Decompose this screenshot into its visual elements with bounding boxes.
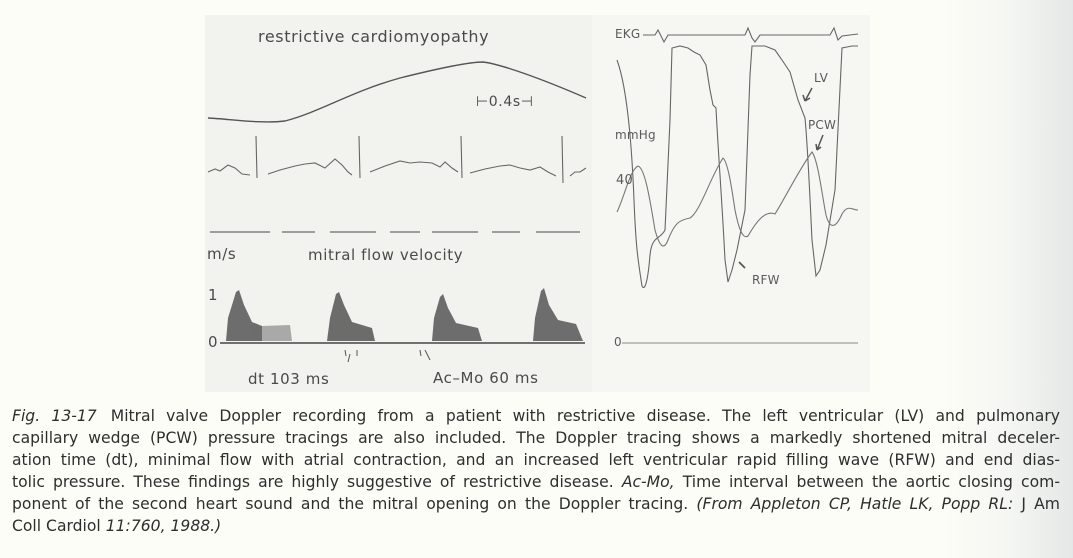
time-scale-bar: ⊢0.4s⊣	[476, 94, 534, 110]
y-tick-0: 0	[208, 333, 219, 351]
dt-markers	[344, 349, 431, 363]
figure-number: Fig. 13-17	[12, 407, 97, 425]
pcw-arrow	[815, 134, 824, 151]
caption-line-5: ponent of the second heart sound and the…	[12, 495, 1060, 513]
dt-annotation: dt 103 ms	[248, 370, 330, 388]
caption-line-3: ation time (dt), minimal flow with atria…	[12, 451, 1060, 469]
citation-authors: (From Appleton CP, Hatle LK, Popp RL:	[696, 495, 1014, 513]
pulse-curve	[207, 61, 587, 123]
ekg-trace	[643, 26, 859, 44]
rfw-arrow	[738, 261, 746, 269]
caption-line-6: Coll Cardiol 11:760, 1988.)	[12, 517, 222, 535]
mmhg-label: mmHg	[615, 128, 656, 142]
caption-line-2: capillary wedge (PCW) pressure tracings …	[12, 429, 1060, 447]
pcw-label: PCW	[808, 118, 837, 132]
velocity-unit-label: m/s	[207, 245, 237, 263]
acmo-annotation: Ac–Mo 60 ms	[433, 369, 539, 387]
y-tick-0-pressure: 0	[614, 335, 622, 349]
citation-volume: 11:760, 1988.)	[105, 517, 222, 535]
y-tick-40: 40	[616, 173, 633, 188]
acmo-term: Ac-Mo,	[621, 473, 675, 491]
lv-label: LV	[814, 71, 828, 85]
rfw-label: RFW	[752, 273, 780, 287]
figure-caption: Fig. 13-17 Mitral valve Doppler recording…	[12, 405, 1060, 537]
figure-title: restrictive cardiomyopathy	[258, 27, 490, 46]
page-curl-shadow	[943, 0, 1073, 558]
lv-pressure-trace	[616, 45, 858, 288]
lv-arrow	[802, 87, 813, 102]
doppler-envelopes	[226, 288, 583, 341]
y-tick-1: 1	[208, 286, 219, 304]
caption-line-1: Fig. 13-17 Mitral valve Doppler recording…	[12, 407, 1060, 425]
ekg-label: EKG	[615, 27, 641, 41]
caption-line-4: tolic pressure. These findings are highl…	[12, 473, 1060, 491]
ecg-trace	[207, 135, 587, 184]
mitral-flow-label: mitral flow velocity	[308, 246, 464, 264]
pcw-pressure-trace	[616, 151, 859, 247]
